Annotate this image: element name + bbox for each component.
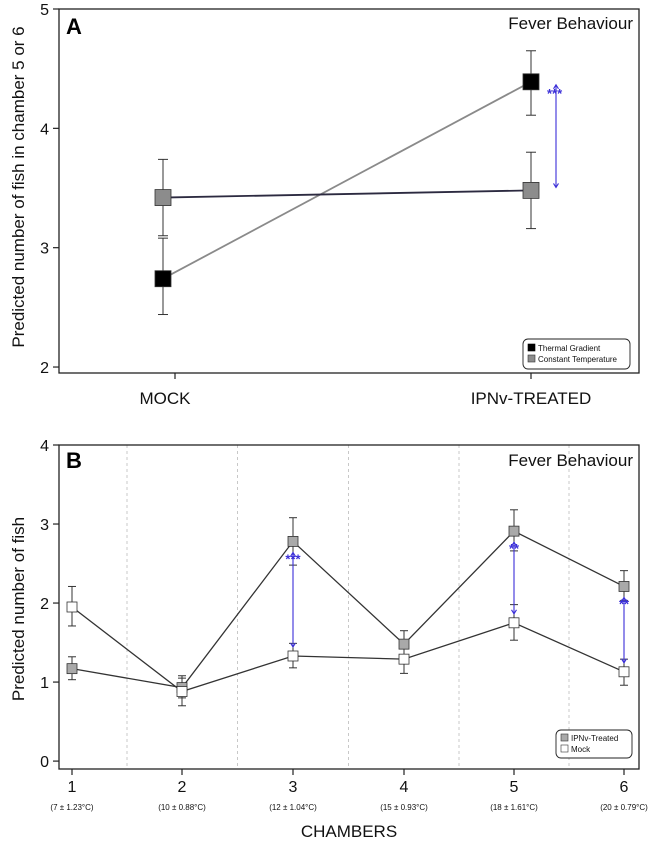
legend-swatch-ipnv-treated [560, 733, 569, 742]
panel-b-point-mock-chamber-5 [508, 617, 520, 629]
panel-b-x-tick-label-6: 6 [620, 779, 629, 796]
legend-label-constant-temperature: Constant Temperature [538, 355, 618, 364]
panel-b-y-tick-label: 4 [40, 438, 49, 455]
legend-label-mock: Mock [571, 745, 591, 754]
significance-arrow-top-b1 [511, 541, 517, 547]
panel-a-legend-box [522, 338, 631, 370]
panel-b-y-tick-label: 2 [40, 596, 49, 613]
panel-b-line-mock [71, 606, 625, 693]
panel-b-point-ipnv-treated-chamber-3 [287, 536, 299, 547]
panel-b-x-tick-label-3: 3 [289, 779, 298, 796]
significance-arrow-top-b2 [621, 596, 627, 602]
panel-b-x-tick-sublabel-3: (12 ± 1.04°C) [269, 803, 317, 812]
panel-b-title: Fever Behaviour [508, 451, 633, 470]
panel-b-legend: IPNv-Treated Mock [555, 729, 633, 759]
panel-b-x-tick-sublabel-4: (15 ± 0.93°C) [380, 803, 428, 812]
legend-swatch-constant-temperature [527, 354, 536, 363]
panel-a-x-tick-label-ipnv-treated: IPNv-TREATED [471, 389, 592, 408]
panel-b-x-axis-title: CHAMBERS [301, 822, 397, 841]
panel-b-point-mock-chamber-3 [287, 650, 299, 662]
significance-arrow-bottom-b1 [511, 609, 517, 615]
legend-label-thermal-gradient: Thermal Gradient [538, 344, 601, 353]
panel-a-error-bars [158, 50, 536, 316]
panel-b-y-tick-label: 3 [40, 517, 49, 534]
panel-b-y-tick-label: 0 [40, 754, 49, 771]
panel-a-y-tick-label: 2 [40, 360, 49, 377]
panel-b-x-tick-sublabel-5: (18 ± 1.61°C) [490, 803, 538, 812]
significance-label-b2: ** [619, 596, 630, 611]
panel-a-x-ticks: MOCK IPNv-TREATED [140, 373, 592, 408]
panel-b-x-ticks: 1 (7 ± 1.23°C) 2 (10 ± 0.88°C) 3 (12 ± 1.04°C… [50, 769, 648, 812]
panel-a-y-tick-label: 3 [40, 241, 49, 258]
legend-swatch-thermal-gradient [527, 343, 536, 352]
panel-b-grid [126, 445, 570, 769]
panel-a-y-ticks: 2 3 4 5 [40, 2, 59, 377]
panel-b-point-ipnv-treated-chamber-6 [618, 581, 630, 592]
panel-b-chart: B Fever Behaviour Predicted number of fi… [9, 438, 648, 841]
panel-a-point-constant-temperature-ipnv-treated [522, 182, 540, 199]
panel-b-letter: B [66, 448, 82, 473]
significance-arrow-bottom-a0 [553, 183, 559, 189]
panel-a-y-axis-title: Predicted number of fish in chamber 5 or… [9, 26, 28, 347]
panel-b-plot-area [58, 444, 640, 770]
panel-b-error-bars [68, 509, 628, 707]
panel-b-point-ipnv-treated-chamber-5 [508, 525, 520, 537]
panel-b-series-lines [71, 530, 625, 693]
panel-a-x-tick-label-mock: MOCK [140, 389, 192, 408]
panel-b-point-mock-chamber-4 [398, 653, 410, 665]
significance-arrow-bottom-b2 [621, 658, 627, 664]
significance-label-b0: *** [285, 551, 301, 566]
panel-a-chart: A Fever Behaviour Predicted number of fi… [9, 2, 640, 408]
panel-a-points [154, 73, 540, 288]
panel-a-y-tick-label: 4 [40, 121, 49, 138]
panel-b-x-tick-sublabel-2: (10 ± 0.88°C) [158, 803, 206, 812]
panel-b-x-tick-sublabel-6: (20 ± 0.79°C) [600, 803, 648, 812]
panel-b-point-ipnv-treated-chamber-4 [398, 638, 410, 650]
panel-b-y-tick-label: 1 [40, 675, 49, 692]
panel-a-series-lines [162, 81, 532, 280]
significance-arrow-bottom-b0 [290, 642, 296, 649]
panel-a-line-thermal-gradient [162, 81, 532, 280]
panel-a-y-tick-label: 5 [40, 2, 49, 19]
panel-a-point-thermal-gradient-mock [154, 270, 172, 288]
panel-b-x-tick-label-4: 4 [400, 779, 409, 796]
significance-arrow-top-a0 [553, 83, 559, 90]
panel-b-line-ipnv-treated [71, 530, 625, 689]
panel-b-x-tick-label-5: 5 [510, 779, 519, 796]
panel-b-x-tick-sublabel-1: (7 ± 1.23°C) [50, 803, 93, 812]
panel-a-legend: Thermal Gradient Constant Temperature [522, 338, 631, 370]
panel-b-significance: ******* [285, 541, 630, 664]
significance-arrow-top-b0 [290, 551, 296, 557]
panel-b-x-tick-label-1: 1 [68, 779, 77, 796]
panel-b-y-ticks: 0 1 2 3 4 [40, 438, 59, 771]
panel-b-y-axis-title: Predicted number of fish [9, 517, 28, 701]
panel-b-legend-box [555, 729, 633, 759]
panel-b-point-mock-chamber-1 [66, 601, 78, 613]
panel-b-x-tick-label-2: 2 [178, 779, 187, 796]
panel-b-points [66, 525, 630, 697]
significance-label-b1: ** [509, 541, 520, 556]
panel-b-point-mock-chamber-6 [618, 666, 630, 678]
panel-b-point-mock-chamber-2 [176, 686, 188, 697]
panel-a-plot-area [58, 8, 640, 374]
panel-a-point-constant-temperature-mock [154, 189, 172, 206]
panel-a-line-constant-temperature [162, 189, 532, 199]
panel-a-significance: *** [547, 83, 563, 189]
significance-label-a0: *** [547, 86, 563, 101]
panel-a-title: Fever Behaviour [508, 14, 633, 33]
legend-label-ipnv-treated: IPNv-Treated [571, 734, 618, 743]
panel-a-letter: A [66, 14, 82, 39]
panel-a-point-thermal-gradient-ipnv-treated [522, 73, 540, 91]
panel-b-point-ipnv-treated-chamber-1 [66, 663, 78, 675]
legend-swatch-mock [560, 744, 569, 753]
